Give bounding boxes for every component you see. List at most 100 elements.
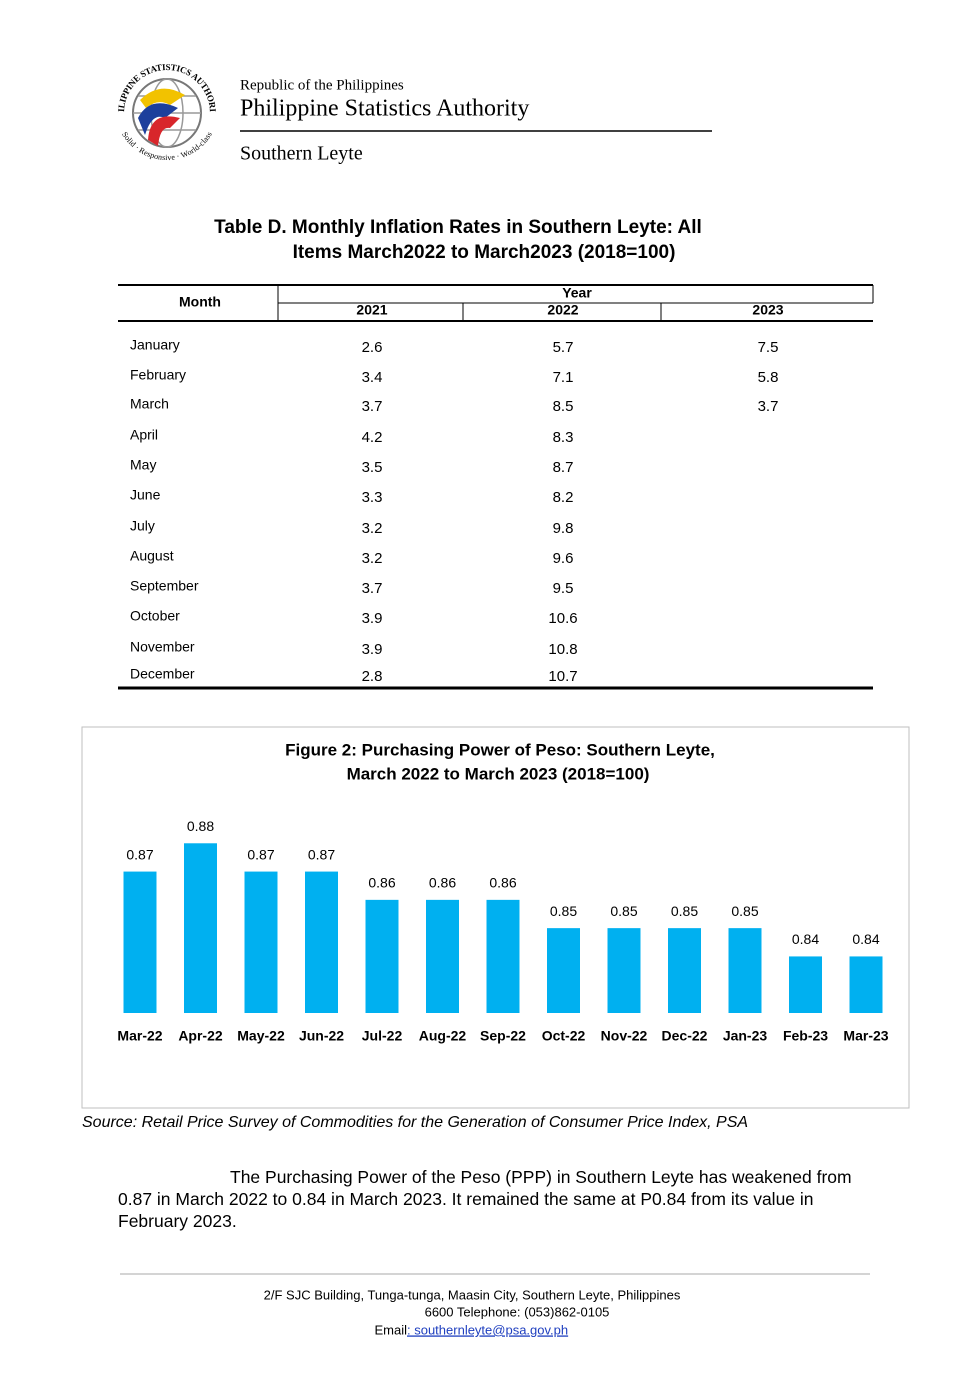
chart-title: Figure 2: Purchasing Power of Peso: Sout… bbox=[285, 740, 715, 759]
header-office: Southern Leyte bbox=[240, 143, 363, 165]
x-tick-label: Aug-22 bbox=[419, 1028, 467, 1044]
table-title: Items March2022 to March2023 (2018=100) bbox=[293, 242, 676, 263]
value-label: 0.87 bbox=[308, 846, 335, 862]
table-cell: 10.7 bbox=[548, 668, 577, 685]
x-tick-label: Dec-22 bbox=[662, 1028, 708, 1044]
value-label: 0.84 bbox=[792, 931, 819, 947]
table-year: 2022 bbox=[547, 302, 578, 318]
header-title: Philippine Statistics Authority bbox=[240, 96, 529, 122]
value-label: 0.87 bbox=[247, 846, 274, 862]
table-cell: 9.6 bbox=[553, 550, 574, 567]
bar bbox=[244, 871, 278, 1013]
table-cell: 3.7 bbox=[362, 580, 383, 597]
bar bbox=[607, 928, 641, 1013]
bar bbox=[486, 899, 520, 1013]
table-cell: 5.8 bbox=[758, 369, 779, 386]
x-tick-label: Jul-22 bbox=[362, 1028, 403, 1044]
table-month: January bbox=[130, 337, 180, 353]
table-cell: 8.5 bbox=[553, 398, 574, 415]
table-cell: 9.8 bbox=[553, 520, 574, 537]
table-month: February bbox=[130, 367, 186, 383]
table-header: Year bbox=[562, 285, 592, 301]
table-rules bbox=[118, 284, 874, 690]
bar bbox=[789, 956, 822, 1013]
x-tick-label: Apr-22 bbox=[178, 1028, 223, 1044]
table-cell: 3.7 bbox=[758, 398, 779, 415]
table-cell: 2.8 bbox=[362, 668, 383, 685]
footer-text: Email bbox=[374, 1322, 407, 1337]
bar bbox=[668, 928, 701, 1013]
bar bbox=[426, 899, 459, 1013]
table-month: December bbox=[130, 666, 195, 682]
table-cell: 10.6 bbox=[548, 610, 577, 627]
value-label: 0.85 bbox=[610, 903, 637, 919]
table-month: July bbox=[130, 518, 155, 534]
value-label: 0.87 bbox=[126, 846, 153, 862]
x-tick-label: Oct-22 bbox=[542, 1028, 586, 1044]
table-cell: 2.6 bbox=[362, 339, 383, 356]
bar bbox=[305, 871, 338, 1013]
x-tick-label: Mar-23 bbox=[843, 1028, 888, 1044]
table-year: 2023 bbox=[752, 302, 783, 318]
table-cell: 8.2 bbox=[553, 489, 574, 506]
source-note: Source: Retail Price Survey of Commoditi… bbox=[82, 1114, 748, 1131]
table-month: April bbox=[130, 427, 158, 443]
table-month: March bbox=[130, 396, 169, 412]
value-label: 0.85 bbox=[550, 903, 577, 919]
header-text: Republic of the Philippines bbox=[240, 77, 404, 93]
table-cell: 4.2 bbox=[362, 429, 383, 446]
bar bbox=[547, 928, 580, 1013]
footer-text: 6600 Telephone: (053)862-0105 bbox=[425, 1304, 610, 1319]
value-label: 0.85 bbox=[731, 903, 758, 919]
table-cell: 3.2 bbox=[362, 550, 383, 567]
x-tick-label: Jan-23 bbox=[723, 1028, 768, 1044]
table-cell: 3.9 bbox=[362, 610, 383, 627]
footer-text: 2/F SJC Building, Tunga-tunga, Maasin Ci… bbox=[264, 1287, 681, 1302]
table-cell: 10.8 bbox=[548, 641, 577, 658]
x-tick-label: Feb-23 bbox=[783, 1028, 828, 1044]
x-tick-label: May-22 bbox=[237, 1028, 285, 1044]
x-tick-label: Nov-22 bbox=[601, 1028, 648, 1044]
footer-email[interactable]: : southernleyte@psa.gov.ph bbox=[407, 1322, 568, 1337]
table-cell: 3.9 bbox=[362, 641, 383, 658]
value-label: 0.84 bbox=[852, 931, 879, 947]
table-year: 2021 bbox=[356, 302, 387, 318]
table-cell: 7.1 bbox=[553, 369, 574, 386]
logo: PHILIPPINE STATISTICS AUTHORITY Solid · … bbox=[0, 0, 218, 162]
value-label: 0.86 bbox=[368, 875, 395, 891]
x-tick-label: Mar-22 bbox=[117, 1028, 162, 1044]
table-month: May bbox=[130, 457, 156, 473]
table-cell: 5.7 bbox=[553, 339, 574, 356]
chart-title: March 2022 to March 2023 (2018=100) bbox=[347, 764, 650, 783]
body-paragraph: The Purchasing Power of the Peso (PPP) i… bbox=[118, 1167, 852, 1231]
table-cell: 3.3 bbox=[362, 489, 383, 506]
table-cell: 9.5 bbox=[553, 580, 574, 597]
table-month: September bbox=[130, 578, 199, 594]
table-cell: 8.7 bbox=[553, 459, 574, 476]
value-label: 0.86 bbox=[489, 875, 516, 891]
bar bbox=[365, 899, 399, 1013]
x-tick-label: Sep-22 bbox=[480, 1028, 526, 1044]
table-month: August bbox=[130, 548, 174, 564]
value-label: 0.88 bbox=[187, 818, 214, 834]
table-cell: 3.7 bbox=[362, 398, 383, 415]
table-cell: 7.5 bbox=[758, 339, 779, 356]
table-cell: 8.3 bbox=[553, 429, 574, 446]
table-title: Table D. Monthly Inflation Rates in Sout… bbox=[214, 217, 702, 238]
table-cell: 3.5 bbox=[362, 459, 383, 476]
bar bbox=[728, 928, 762, 1013]
table-month: June bbox=[130, 487, 161, 503]
table-month: November bbox=[130, 639, 195, 655]
value-label: 0.86 bbox=[429, 875, 456, 891]
bar bbox=[849, 956, 883, 1013]
table-cell: 3.4 bbox=[362, 369, 383, 386]
table-month: October bbox=[130, 608, 180, 624]
value-label: 0.85 bbox=[671, 903, 698, 919]
x-tick-label: Jun-22 bbox=[299, 1028, 344, 1044]
table-header: Month bbox=[179, 294, 221, 310]
bar bbox=[184, 843, 217, 1013]
bar bbox=[123, 871, 157, 1013]
table-cell: 3.2 bbox=[362, 520, 383, 537]
